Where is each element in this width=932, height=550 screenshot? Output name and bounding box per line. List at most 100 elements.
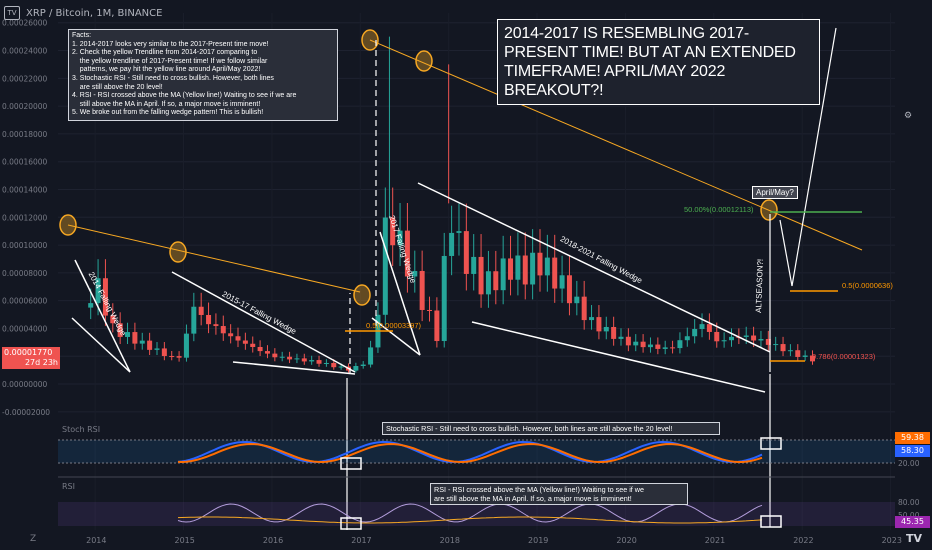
stoch-level-label: 20.00 xyxy=(898,459,920,468)
candle-body xyxy=(795,350,801,357)
trendline-2014-2017 xyxy=(67,224,361,293)
candle-body xyxy=(655,344,661,349)
candle-body xyxy=(618,336,624,339)
settings-gear-icon[interactable]: ⚙ xyxy=(904,111,913,121)
rsi-pane-label: RSI xyxy=(62,482,75,491)
rsi-note[interactable]: RSI - RSI crossed above the MA (Yellow l… xyxy=(430,483,688,505)
candle-body xyxy=(611,326,617,339)
y-tick-label: 0.00004000 xyxy=(2,324,48,333)
y-tick-label: -0.00002000 xyxy=(2,408,50,417)
candle-body xyxy=(515,255,521,280)
candle-body xyxy=(765,339,771,345)
y-tick-label: 0.00018000 xyxy=(2,130,48,139)
candle-body xyxy=(662,347,668,349)
pattern-label: ALTSEASON?! xyxy=(754,259,765,313)
candle-body xyxy=(449,232,455,256)
wedge-2018-upper xyxy=(417,182,771,353)
candle-body xyxy=(242,340,248,344)
candle-body xyxy=(699,324,705,329)
facts-line: still above the MA in April. If so, a ma… xyxy=(72,100,261,108)
candle-body xyxy=(316,360,322,364)
candle-body xyxy=(88,303,94,308)
candle-series xyxy=(88,36,816,373)
wedge-2014-lower xyxy=(71,317,131,373)
wedge-2017-upper xyxy=(379,231,421,356)
candle-body xyxy=(117,323,123,337)
candle-body xyxy=(287,356,293,360)
candle-body xyxy=(161,348,167,357)
rsi-note-line-1: RSI - RSI crossed above the MA (Yellow l… xyxy=(434,485,644,494)
y-tick-label: 0.00016000 xyxy=(2,158,48,167)
candle-body xyxy=(279,356,285,358)
candle-body xyxy=(566,275,572,304)
wedge-2015-lower xyxy=(232,361,356,375)
facts-note[interactable]: Facts: 1. 2014-2017 looks very similar to… xyxy=(68,29,338,121)
candle-body xyxy=(559,275,565,289)
y-tick-label: 0.00012000 xyxy=(2,213,48,222)
candle-body xyxy=(530,252,536,285)
candle-body xyxy=(603,326,609,332)
arrow-pullback xyxy=(779,219,793,287)
facts-line: 2. Check the yellow Trendline from 2014-… xyxy=(72,49,258,57)
symbol-title[interactable]: XRP / Bitcoin, 1M, BINANCE xyxy=(26,7,163,19)
chart-header: TV XRP / Bitcoin, 1M, BINANCE xyxy=(4,2,162,24)
time-axis: 2014 2015 2016 2017 2018 2019 2020 2021 2022 2023 xyxy=(86,536,902,545)
candle-body xyxy=(574,296,580,304)
candle-body xyxy=(780,344,786,352)
candle-body xyxy=(294,358,300,360)
x-tick-label: 2018 xyxy=(440,536,460,545)
candle-body xyxy=(360,364,366,366)
candle-body xyxy=(721,340,727,342)
candle-body xyxy=(692,328,698,337)
trendline-2017-present xyxy=(369,39,863,251)
tv-icon[interactable]: TV xyxy=(4,6,20,20)
pattern-label: 2015-17 Falling Wedge xyxy=(221,289,299,336)
candle-body xyxy=(493,271,499,291)
rsi-ma-line xyxy=(177,516,763,524)
facts-line: 5. We broke out from the falling wedge p… xyxy=(72,109,264,117)
candle-body xyxy=(272,353,278,358)
candle-body xyxy=(412,270,418,277)
headline-note[interactable]: 2014-2017 IS RESEMBLING 2017-PRESENT TIM… xyxy=(497,19,820,105)
y-tick-label: 0.00022000 xyxy=(2,74,48,83)
last-price: 0.00001770 xyxy=(4,348,53,357)
candle-body xyxy=(257,346,263,352)
rsi-line xyxy=(177,503,763,523)
z-icon[interactable]: Z xyxy=(30,534,37,544)
tradingview-logo-icon: TV xyxy=(906,532,923,545)
stoch-rsi-note[interactable]: Stochastic RSI - Still need to cross bul… xyxy=(382,422,720,435)
wedge-2014-upper xyxy=(74,259,131,373)
candle-body xyxy=(552,257,558,289)
candle-body xyxy=(301,358,307,362)
rsi-level-label: 80.00 xyxy=(898,498,920,507)
candle-body xyxy=(264,351,270,354)
candle-body xyxy=(353,365,359,371)
candle-body xyxy=(132,332,138,344)
candle-body xyxy=(338,366,344,368)
candle-body xyxy=(773,344,779,346)
candle-body xyxy=(183,333,189,358)
candle-body xyxy=(508,258,514,280)
x-tick-label: 2019 xyxy=(528,536,548,545)
candle-body xyxy=(434,310,440,342)
candle-body xyxy=(235,336,241,341)
candle-body xyxy=(176,356,182,358)
wedge-2015-upper xyxy=(171,271,356,373)
y-tick-label: 0.00014000 xyxy=(2,185,48,194)
candle-body xyxy=(206,314,212,325)
candle-body xyxy=(478,256,484,295)
candle-body xyxy=(728,336,734,341)
y-tick-label: 0.00010000 xyxy=(2,241,48,250)
candle-body xyxy=(419,270,425,310)
highlight-circle xyxy=(169,241,187,263)
candle-body xyxy=(198,306,204,315)
candle-body xyxy=(169,356,175,358)
candle-body xyxy=(640,341,646,348)
candle-body xyxy=(758,339,764,341)
candle-body xyxy=(677,340,683,349)
candle-body xyxy=(95,278,101,304)
april-may-label[interactable]: April/May? xyxy=(752,186,798,199)
candle-body xyxy=(382,217,388,315)
pattern-label: 2017 Falling Wedge xyxy=(387,214,418,285)
last-price-tag: 0.00001770 27d 23h xyxy=(2,347,60,369)
